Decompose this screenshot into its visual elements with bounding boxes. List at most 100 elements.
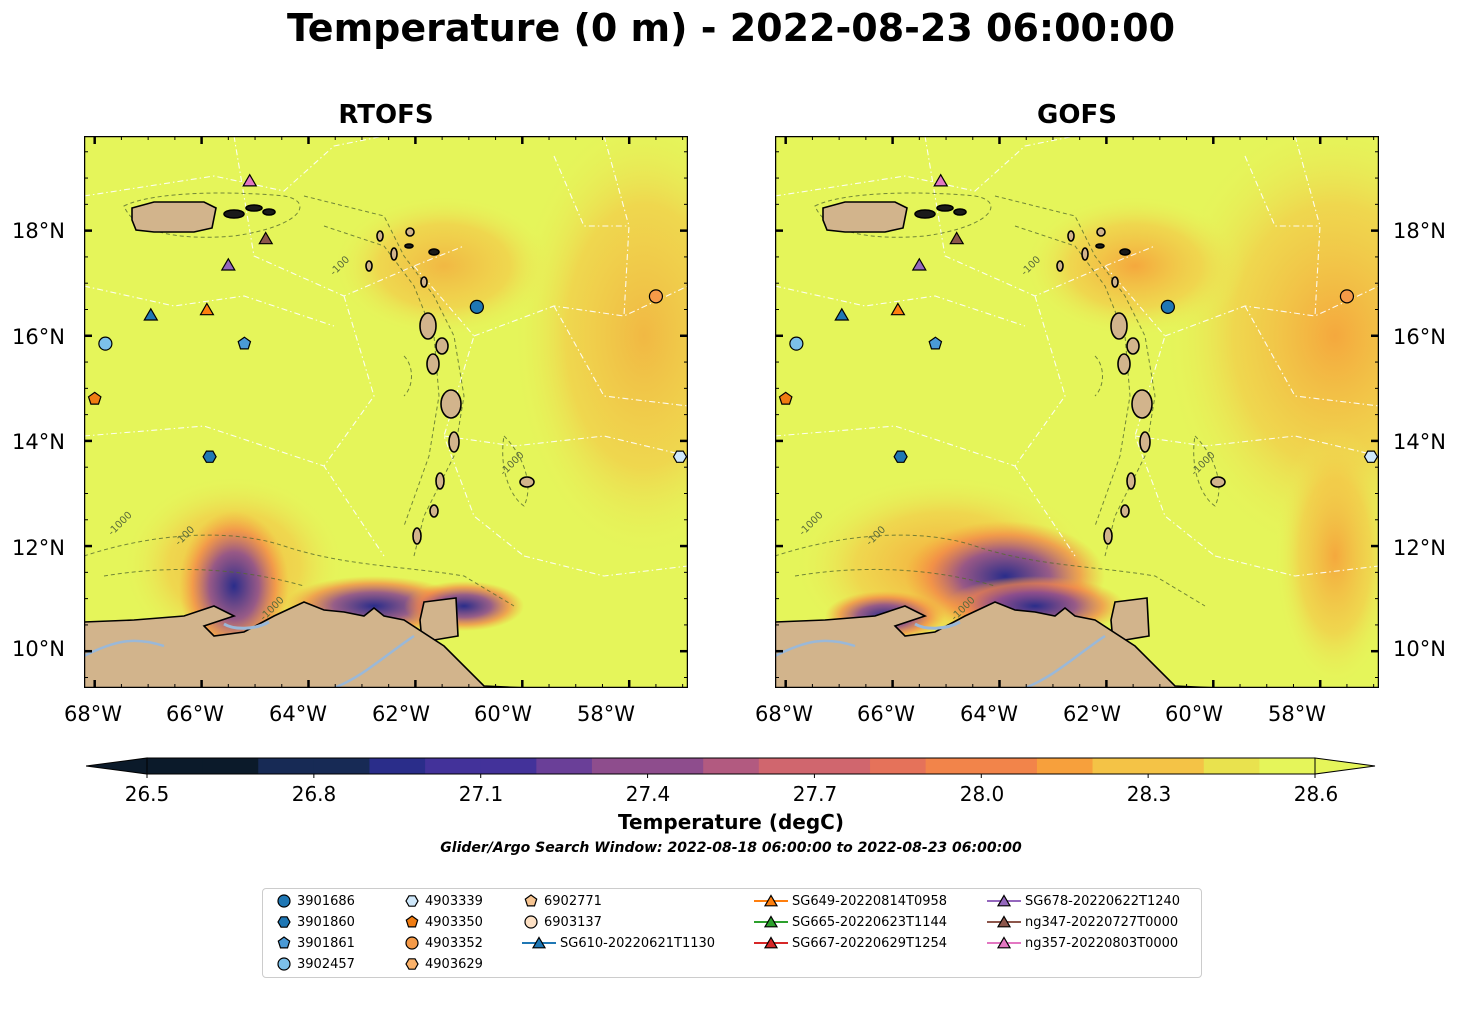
pentagon-legend-icon xyxy=(524,894,538,907)
colorbar-tick-label: 27.4 xyxy=(625,782,671,806)
legend-label: 4903352 xyxy=(425,935,483,951)
legend-marker-pentagon xyxy=(277,936,291,949)
search-window-caption: Glider/Argo Search Window: 2022-08-18 06… xyxy=(440,840,1022,856)
rivers xyxy=(84,620,415,688)
marker-ng347-20220727T0000 xyxy=(949,231,965,245)
lon-tick-label: 62°W xyxy=(372,702,430,726)
map-panel-gofs: -1000-1000-100-1000-100 xyxy=(775,136,1379,688)
legend-label: 4903350 xyxy=(425,914,483,930)
colorbar-segment xyxy=(647,758,704,774)
colorbar-segment xyxy=(1203,758,1260,774)
colorbar-extend-high xyxy=(1314,757,1376,775)
legend-item: 3902457 xyxy=(275,954,355,974)
figure-title: Temperature (0 m) - 2022-08-23 06:00:00 xyxy=(286,6,1176,50)
colorbar-tick-label: 28.0 xyxy=(959,782,1005,806)
legend-item: 3901686 xyxy=(275,891,355,911)
legend-label: 3901861 xyxy=(297,935,355,951)
marker-SG610-20220621T1130 xyxy=(834,307,850,321)
legend-item: 4903350 xyxy=(403,912,483,932)
lon-tick-label: 66°W xyxy=(166,702,224,726)
legend-item: 3901860 xyxy=(275,912,355,932)
lon-tick-label: 60°W xyxy=(474,702,532,726)
legend-item: SG678-20220622T1240 xyxy=(987,891,1180,911)
colorbar-segment xyxy=(870,758,927,774)
eez-boundaries xyxy=(775,136,1379,577)
pentagon-legend-icon xyxy=(277,936,291,949)
hexagon-legend-icon xyxy=(277,916,291,928)
lat-tick-label: 16°N xyxy=(12,325,65,349)
lat-tick-label: 14°N xyxy=(12,430,65,454)
marker-SG678-20220622T1240 xyxy=(220,257,236,271)
hexagon-legend-icon xyxy=(405,895,419,907)
legend-label: 4903629 xyxy=(425,956,483,972)
venezuela-coast xyxy=(84,601,542,688)
marker-3902457 xyxy=(789,336,804,351)
lon-tick-label: 68°W xyxy=(64,702,122,726)
legend-item: ng357-20220803T0000 xyxy=(987,933,1178,953)
map-panel-rtofs: -1000-1000-100-1000-100 xyxy=(84,136,688,688)
land xyxy=(84,201,542,688)
colorbar-tick-label: 28.3 xyxy=(1126,782,1172,806)
axis-ticks xyxy=(775,136,1379,688)
lon-tick-label: 58°W xyxy=(577,702,635,726)
legend-marker-circle xyxy=(405,936,419,950)
lon-tick-label: 62°W xyxy=(1063,702,1121,726)
colorbar-segment xyxy=(313,758,370,774)
legend-label: SG610-20220621T1130 xyxy=(560,935,716,951)
marker-4903339 xyxy=(672,450,688,463)
panel-title-rtofs: RTOFS xyxy=(338,100,434,130)
legend-label: 6903137 xyxy=(544,914,602,930)
trinidad xyxy=(1110,597,1150,643)
marker-ng357-20220803T0000 xyxy=(933,173,949,187)
legend-label: 3901686 xyxy=(297,893,355,909)
legend-label: SG649-20220814T0958 xyxy=(792,893,948,909)
marker-4903350 xyxy=(778,391,793,405)
legend-item: 6903137 xyxy=(522,912,602,932)
marker-3902457 xyxy=(98,336,113,351)
marker-ng347-20220727T0000 xyxy=(258,231,274,245)
eez-boundaries xyxy=(84,136,688,577)
marker-SG678-20220622T1240 xyxy=(911,257,927,271)
colorbar-tick-label: 27.7 xyxy=(792,782,838,806)
marker-6903137 xyxy=(1339,289,1355,304)
colorbar-segment xyxy=(480,758,537,774)
marker-3901860 xyxy=(893,450,908,463)
lat-tick-label: 10°N xyxy=(1393,637,1446,661)
observation-markers xyxy=(87,173,688,463)
legend-item: SG610-20220621T1130 xyxy=(522,933,715,953)
colorbar-tick-label: 26.5 xyxy=(124,782,170,806)
legend-marker-triangle xyxy=(763,894,779,907)
lon-tick-label: 64°W xyxy=(269,702,327,726)
observation-markers xyxy=(778,173,1379,463)
legend-label: SG678-20220622T1240 xyxy=(1025,893,1181,909)
triangle-legend-icon xyxy=(987,894,1021,907)
lon-tick-label: 64°W xyxy=(960,702,1018,726)
colorbar-segment xyxy=(703,758,760,774)
lat-tick-label: 14°N xyxy=(1393,430,1446,454)
legend-marker-triangle xyxy=(996,894,1012,907)
marker-3901686 xyxy=(469,299,484,314)
land xyxy=(775,201,1233,688)
triangle-legend-icon xyxy=(987,915,1021,928)
legend-item: 3901861 xyxy=(275,933,355,953)
circle-legend-icon xyxy=(405,936,419,950)
legend-item: 4903339 xyxy=(403,891,483,911)
legend-marker-circle xyxy=(277,894,291,908)
bathymetry-contours xyxy=(84,192,529,607)
marker-3901861 xyxy=(928,336,943,350)
lon-tick-label: 58°W xyxy=(1268,702,1326,726)
triangle-legend-icon xyxy=(754,915,788,928)
colorbar-segment xyxy=(925,758,982,774)
legend-marker-hexagon xyxy=(405,895,419,907)
pentagon-legend-icon xyxy=(405,915,419,928)
puerto-rico xyxy=(822,201,908,233)
legend-label: 6902771 xyxy=(544,893,602,909)
marker-4903339 xyxy=(1363,450,1379,463)
colorbar-segment xyxy=(1259,758,1316,774)
colorbar-segment xyxy=(758,758,815,774)
circle-legend-icon xyxy=(277,894,291,908)
map-frame xyxy=(775,136,1379,688)
lon-tick-label: 66°W xyxy=(857,702,915,726)
legend-item: SG649-20220814T0958 xyxy=(754,891,947,911)
